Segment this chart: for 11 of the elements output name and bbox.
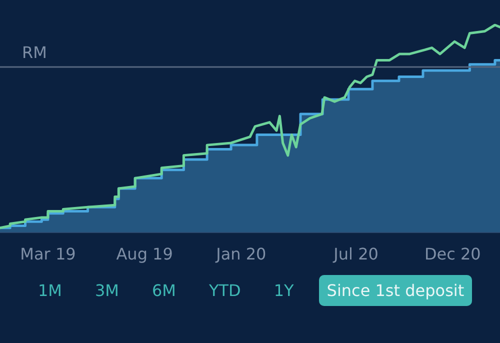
x-tick-label: Dec 20 — [424, 244, 481, 264]
x-tick-label: Aug 19 — [116, 244, 173, 264]
x-tick-label: Jan 20 — [215, 244, 266, 264]
ref-line-label: RM — [22, 42, 47, 62]
x-tick-label: Jul 20 — [332, 244, 378, 264]
time-range-button[interactable]: 1M — [30, 274, 70, 306]
x-tick-label: Mar 19 — [20, 244, 76, 264]
time-range-button[interactable]: 6M — [144, 274, 184, 306]
time-range-button[interactable]: YTD — [200, 274, 249, 306]
time-range-button[interactable]: 1Y — [266, 274, 302, 306]
time-range-button[interactable]: 3M — [86, 274, 127, 306]
